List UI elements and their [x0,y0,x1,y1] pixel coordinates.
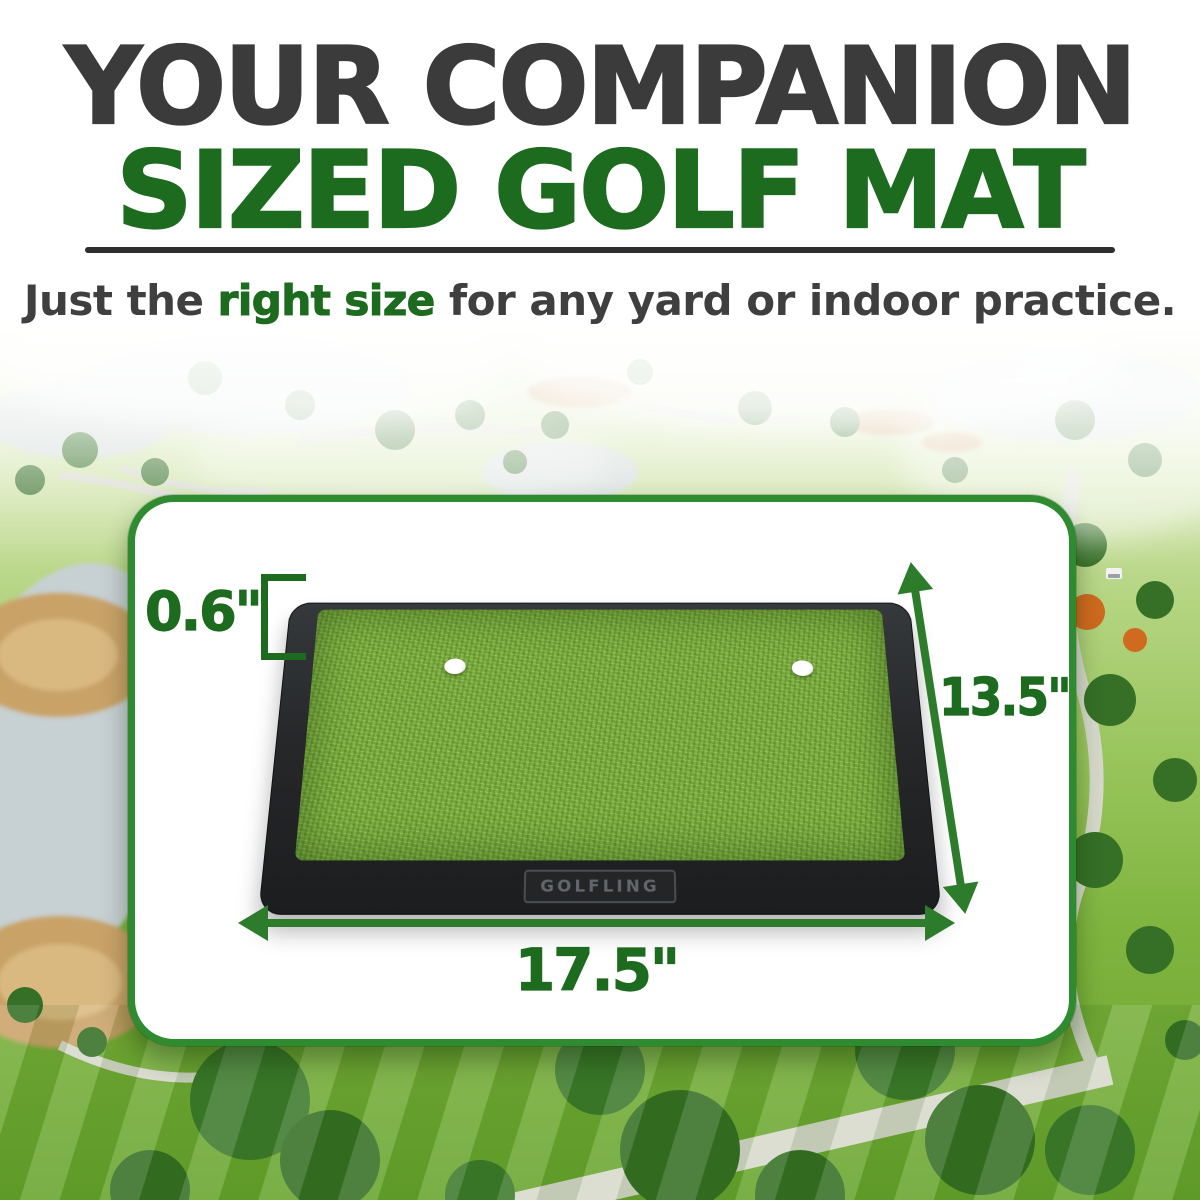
tee-hole-right [791,660,814,676]
product-card: GOLFLING 0.6" 13.5" 17.5" [128,495,1076,1046]
arrow-shaft [262,919,931,927]
divider-rule [85,247,1115,253]
arrow-right-icon [925,905,955,941]
title-line-2: SIZED GOLF MAT [115,129,1087,252]
width-label: 17.5" [514,935,681,1004]
height-label: 13.5" [938,667,1072,728]
mat-brand-plate: GOLFLING [523,869,677,904]
flowering-trees [1069,594,1147,652]
tee-hole-left [443,658,467,675]
thickness-label: 0.6" [144,579,263,643]
golf-cart [1106,568,1122,579]
golf-mat: GOLFLING [258,602,942,915]
subtitle-suffix: for any yard or indoor practice. [434,276,1177,325]
subtitle: Just the right size for any yard or indo… [0,275,1200,325]
mat-turf [294,609,906,861]
width-arrow [238,905,955,941]
header: YOUR COMPANION SIZED GOLF MAT Just the r… [0,0,1200,335]
title-line-1: YOUR COMPANION [64,25,1138,148]
subtitle-prefix: Just the [23,276,218,325]
thickness-bracket [261,574,306,660]
subtitle-highlight: right size [217,275,436,325]
